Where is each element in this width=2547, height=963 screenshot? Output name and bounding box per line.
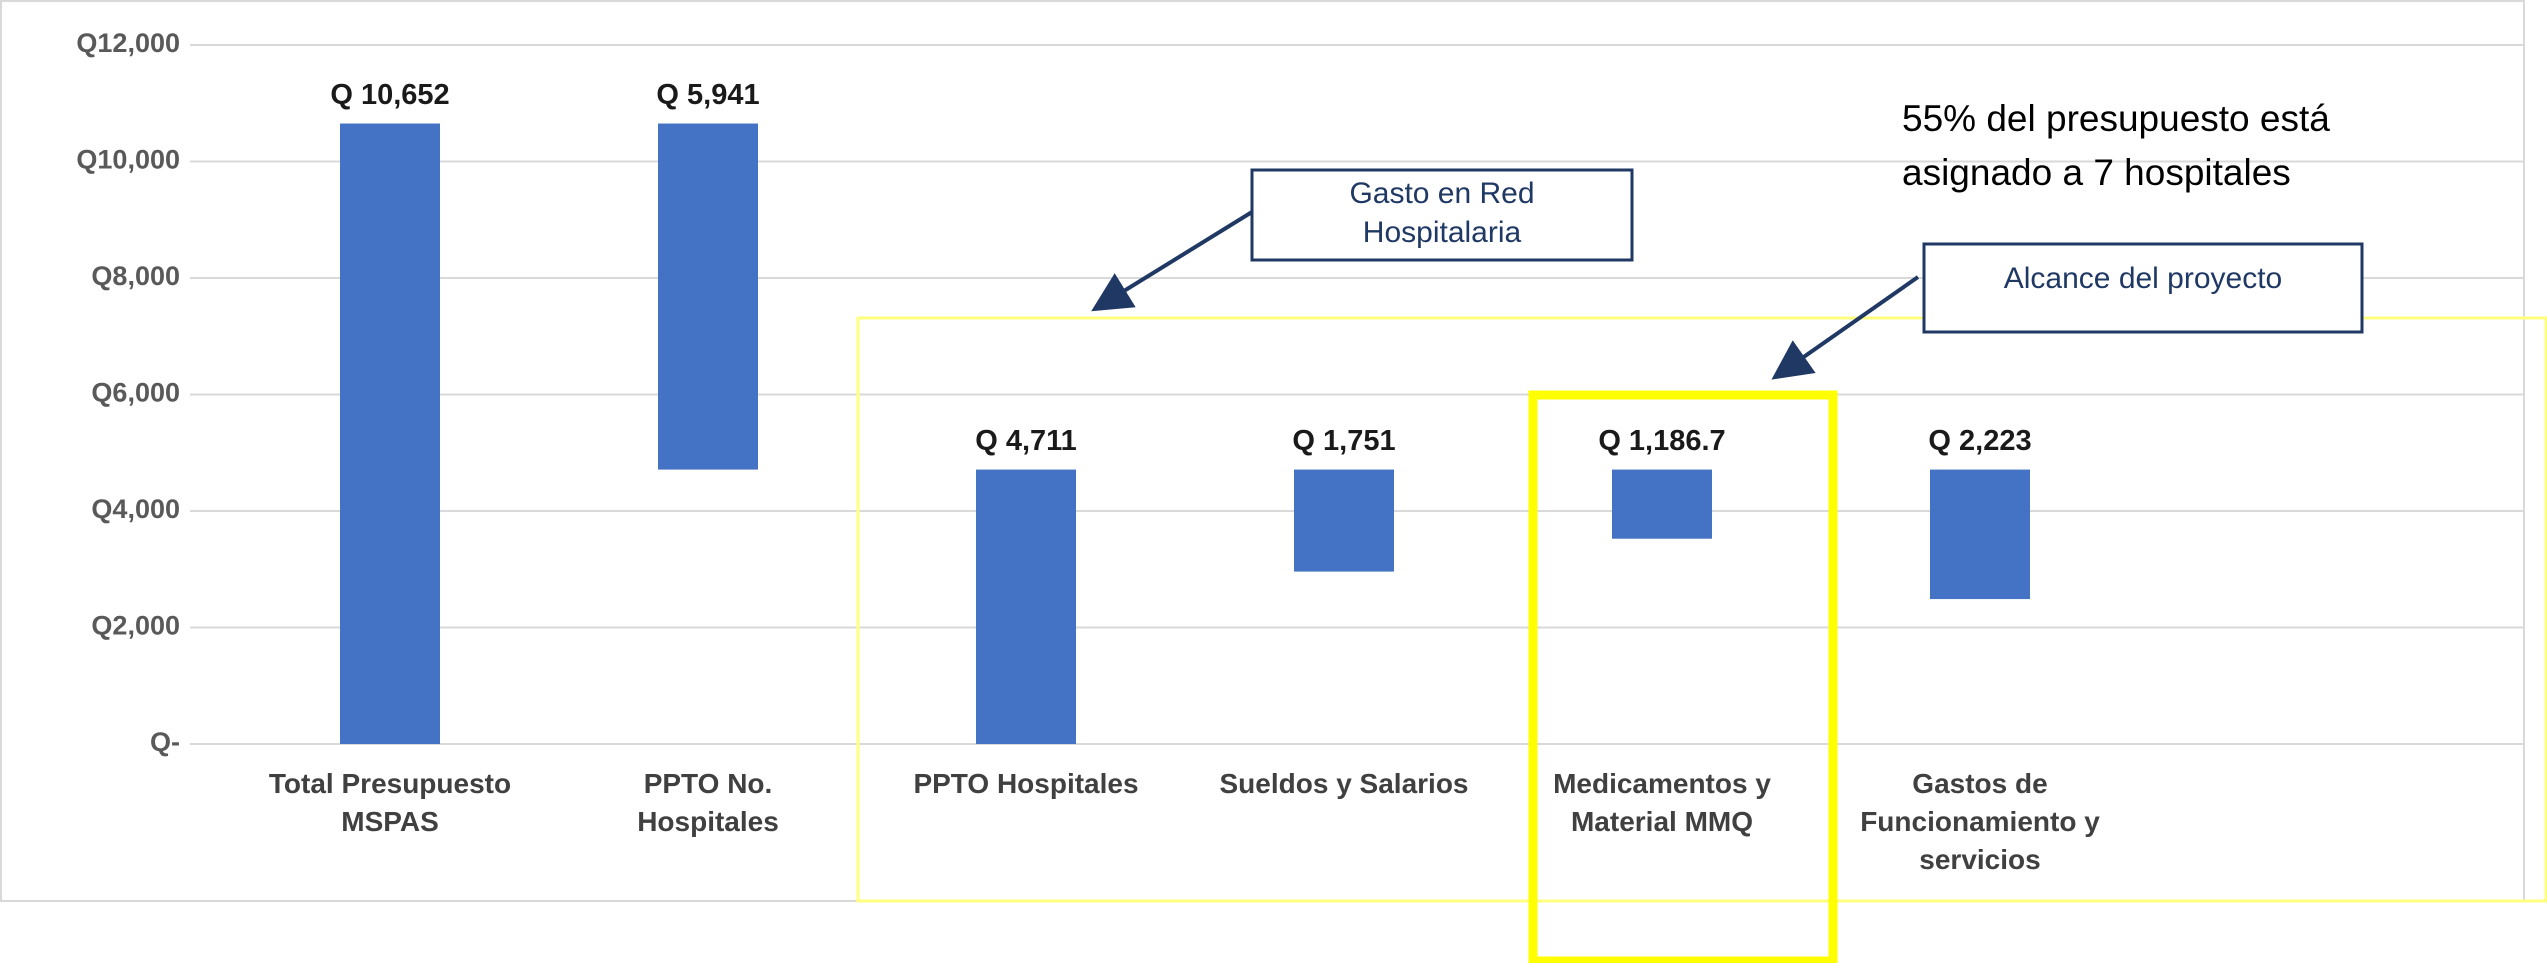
bar xyxy=(1930,469,2030,600)
bar xyxy=(1612,469,1712,539)
y-tick-label: Q8,000 xyxy=(91,261,180,291)
x-tick-label: Medicamentos y Material MMQ xyxy=(1553,768,1771,837)
bar xyxy=(340,123,440,744)
annotation-box xyxy=(1922,242,2364,334)
network-highlight xyxy=(856,316,2547,903)
bar xyxy=(976,469,1076,744)
annotation: Alcance del proyecto xyxy=(2003,262,2283,295)
x-tick-label: PPTO No. Hospitales xyxy=(637,768,779,837)
y-tick-label: Q12,000 xyxy=(76,28,180,58)
bar xyxy=(658,123,758,470)
annotation: Gasto en Red Hospitalaria xyxy=(1349,177,1535,249)
value-label: Q 5,941 xyxy=(656,79,759,111)
x-tick-label: PPTO Hospitales xyxy=(913,768,1139,799)
annotation: 55% del presupuesto está asignado a 7 ho… xyxy=(1902,98,2330,193)
y-tick-label: Q6,000 xyxy=(91,378,180,408)
value-label: Q 1,186.7 xyxy=(1598,425,1725,457)
arrow xyxy=(1091,210,1254,312)
y-tick-label: Q4,000 xyxy=(91,494,180,524)
x-tick-label: Total Presupuesto MSPAS xyxy=(268,768,512,837)
arrow xyxy=(1771,275,1920,380)
y-tick-label: Q- xyxy=(150,727,180,757)
value-label: Q 1,751 xyxy=(1292,425,1395,457)
value-label: Q 2,223 xyxy=(1928,425,2031,457)
bar xyxy=(1294,469,1394,572)
y-tick-label: Q10,000 xyxy=(76,145,180,175)
value-label: Q 10,652 xyxy=(330,79,449,111)
x-tick-label: Sueldos y Salarios xyxy=(1219,768,1469,799)
x-tick-label: Gastos de Funcionamiento y servicios xyxy=(1860,768,2100,875)
y-tick-label: Q2,000 xyxy=(91,611,180,641)
annotation-box xyxy=(1250,168,1634,262)
project-highlight xyxy=(1528,390,1838,963)
value-label: Q 4,711 xyxy=(975,425,1077,457)
